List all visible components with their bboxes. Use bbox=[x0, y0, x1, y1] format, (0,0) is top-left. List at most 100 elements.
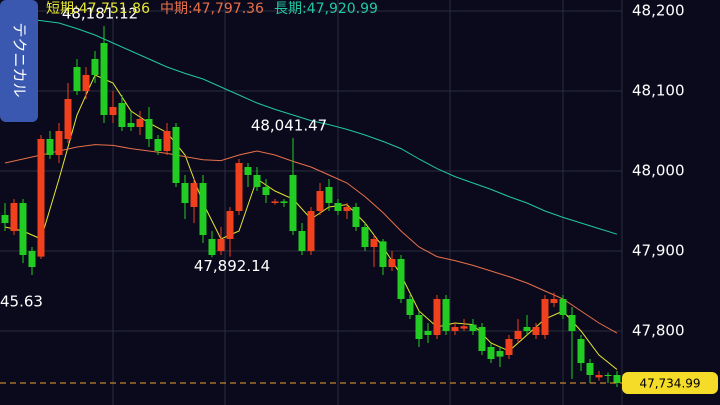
candle-body bbox=[595, 375, 603, 378]
candle-body bbox=[316, 191, 324, 211]
candle-body bbox=[433, 299, 441, 335]
candle-body bbox=[325, 187, 333, 203]
legend-name: 短期 bbox=[46, 1, 79, 17]
candle-body bbox=[523, 327, 531, 331]
candle-body bbox=[334, 203, 342, 211]
candle-body bbox=[145, 119, 153, 139]
candle-body bbox=[343, 207, 351, 211]
candle-body bbox=[64, 99, 72, 139]
candle-body bbox=[208, 239, 216, 255]
candle-body bbox=[37, 139, 45, 257]
candle-body bbox=[244, 167, 252, 175]
candle-body bbox=[253, 175, 261, 187]
legend-entry: 長期47,920.99 bbox=[274, 0, 378, 18]
candle-body bbox=[280, 201, 288, 203]
tab[interactable] bbox=[0, 0, 38, 122]
legend-row: 短期47,751.86 中期47,797.36 長期47,920.99 bbox=[46, 0, 606, 18]
legend-entry: 短期47,751.86 bbox=[46, 0, 150, 18]
candle-body bbox=[505, 339, 513, 355]
candle-body bbox=[514, 331, 522, 339]
candle-body bbox=[460, 326, 468, 329]
candle-body bbox=[613, 375, 621, 384]
last-price-label: 47,734.99 bbox=[639, 377, 700, 391]
candle-body bbox=[226, 211, 234, 239]
candle-body bbox=[163, 131, 171, 151]
clipped-label: 45.63 bbox=[0, 293, 43, 311]
candle-body bbox=[217, 239, 225, 251]
candle-body bbox=[298, 231, 306, 251]
candle-body bbox=[388, 259, 396, 267]
candle-body bbox=[307, 211, 315, 251]
candle-body bbox=[82, 75, 90, 91]
candle-body bbox=[136, 119, 144, 127]
y-tick-label: 48,100 bbox=[632, 82, 685, 100]
candle-body bbox=[271, 201, 279, 203]
candle-body bbox=[73, 67, 81, 91]
candle-body bbox=[370, 239, 378, 247]
candle-body bbox=[352, 207, 360, 227]
candle-body bbox=[424, 331, 432, 335]
candle-body bbox=[541, 299, 549, 335]
candle-body bbox=[19, 203, 27, 255]
candle-body bbox=[1, 215, 9, 223]
legend-value: 47,751.86 bbox=[78, 1, 150, 17]
tab-label[interactable]: テクニカル bbox=[11, 22, 29, 97]
candle-body bbox=[100, 43, 108, 115]
low-annotation: 47,892.14 bbox=[194, 257, 270, 275]
candle-body bbox=[451, 327, 459, 331]
y-tick-label: 48,200 bbox=[632, 2, 685, 20]
candle-body bbox=[55, 131, 63, 155]
candle-body bbox=[469, 324, 477, 331]
candle-body bbox=[154, 139, 162, 151]
candle-body bbox=[604, 375, 612, 376]
y-tick-label: 47,900 bbox=[632, 242, 685, 260]
overlay: 48,20048,10048,00047,90047,80048,181.124… bbox=[0, 2, 718, 395]
candle-body bbox=[559, 299, 567, 315]
candle-body bbox=[415, 315, 423, 339]
candle-body bbox=[235, 163, 243, 211]
candle-body bbox=[406, 299, 414, 315]
legend-value: 47,920.99 bbox=[306, 1, 378, 17]
y-tick-label: 47,800 bbox=[632, 322, 685, 340]
candle-body bbox=[586, 363, 594, 375]
candle-body bbox=[289, 175, 297, 231]
legend-box: 短期47,751.86 中期47,797.36 長期47,920.99 bbox=[46, 0, 606, 18]
candle-body bbox=[190, 183, 198, 207]
y-tick-label: 48,000 bbox=[632, 162, 685, 180]
candle-body bbox=[568, 315, 576, 331]
legend-entry: 中期47,797.36 bbox=[160, 0, 264, 18]
legend-value: 47,797.36 bbox=[192, 1, 264, 17]
ma-line bbox=[4, 144, 618, 334]
candles bbox=[1, 26, 621, 387]
candle-body bbox=[397, 259, 405, 299]
candle-body bbox=[262, 187, 270, 195]
candle-body bbox=[118, 103, 126, 127]
high-annotation: 48,041.47 bbox=[251, 116, 327, 134]
candle-body bbox=[487, 347, 495, 359]
candle-body bbox=[442, 299, 450, 331]
legend-name: 中期 bbox=[160, 1, 193, 17]
candle-body bbox=[172, 127, 180, 183]
candle-body bbox=[28, 251, 36, 267]
candle-body bbox=[109, 107, 117, 115]
candle-body bbox=[46, 139, 54, 155]
candle-body bbox=[199, 183, 207, 235]
candle-body bbox=[577, 339, 585, 363]
candle-body bbox=[532, 327, 540, 335]
candle-body bbox=[361, 227, 369, 247]
high-annotation: 48,181.12 bbox=[62, 5, 138, 23]
candle-body bbox=[496, 351, 504, 357]
candle-body bbox=[550, 299, 558, 303]
candle-body bbox=[181, 183, 189, 203]
legend-name: 長期 bbox=[274, 1, 307, 17]
last-price-tag bbox=[622, 372, 718, 395]
candle-body bbox=[91, 59, 99, 75]
candle-body bbox=[478, 327, 486, 351]
legend: 短期47,751.86 中期47,797.36 長期47,920.99 bbox=[46, 0, 606, 18]
candle-body bbox=[379, 241, 387, 267]
candle-body bbox=[10, 203, 18, 231]
ma-line bbox=[4, 14, 618, 235]
candle-body bbox=[127, 123, 135, 127]
